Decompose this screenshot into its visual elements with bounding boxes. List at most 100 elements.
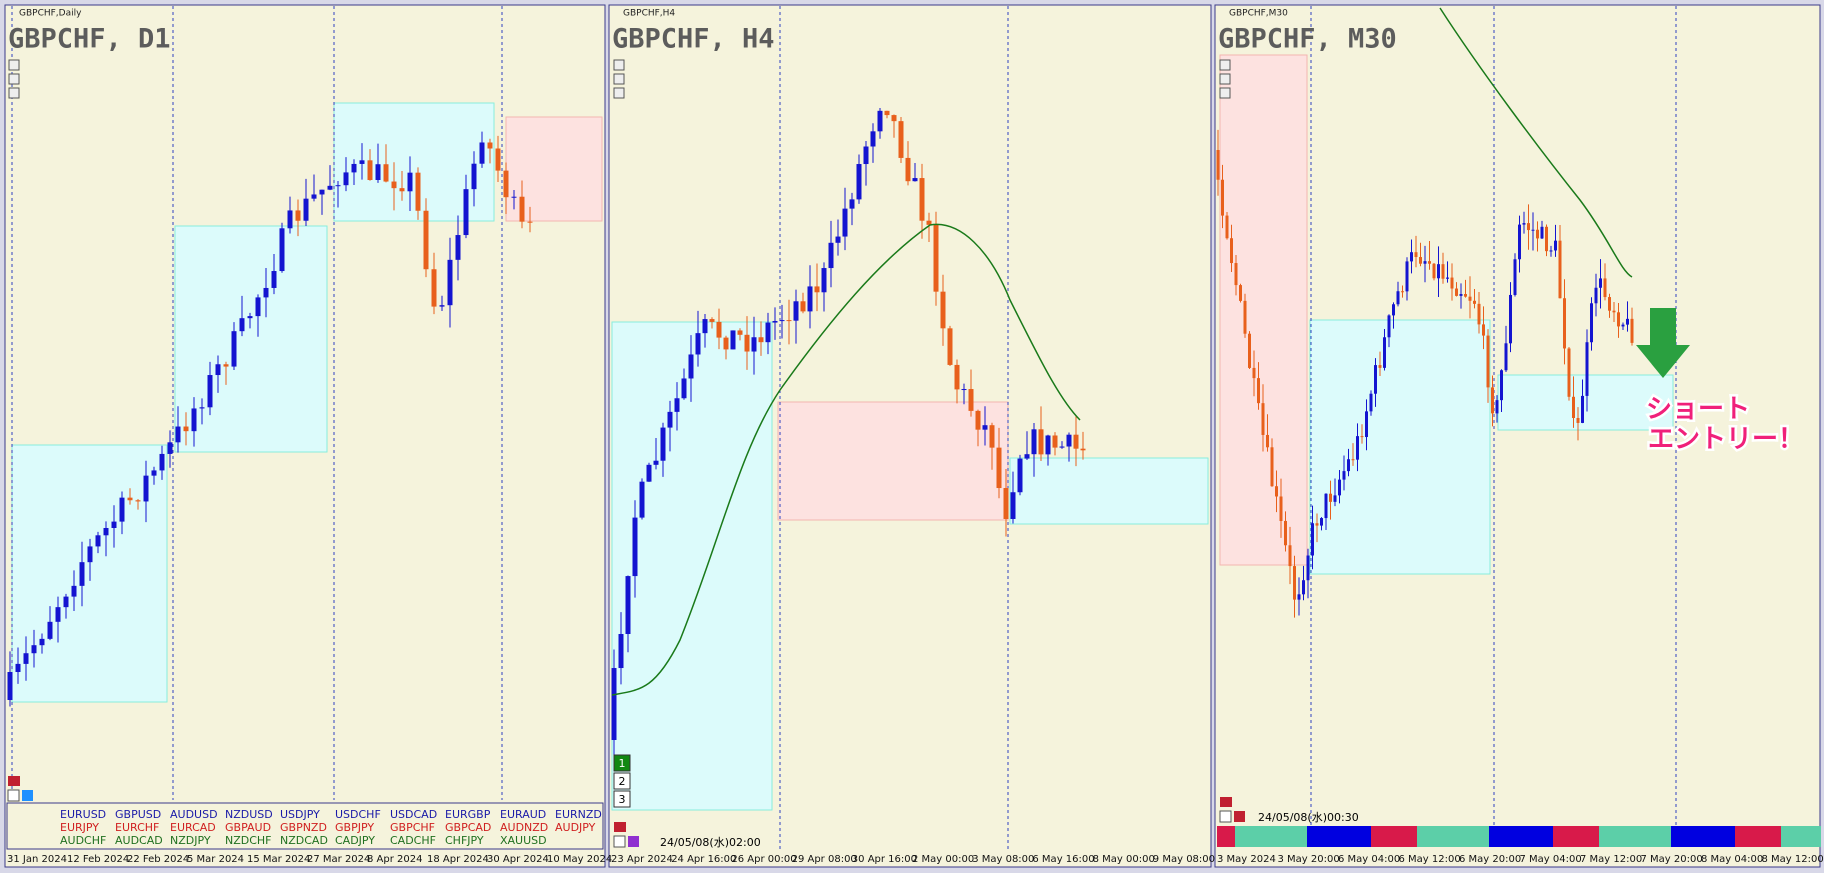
candle-body (1500, 370, 1503, 401)
symbol[interactable]: AUDNZD (500, 821, 548, 834)
candle-body (487, 142, 493, 149)
layer-button[interactable] (613, 772, 631, 790)
candle-body (919, 178, 925, 221)
symbol[interactable]: GBPCAD (445, 821, 491, 834)
symbol[interactable]: USDCAD (390, 808, 437, 821)
toggle-button[interactable] (22, 790, 33, 801)
symbol[interactable]: XAUUSD (500, 834, 547, 847)
symbol[interactable]: GBPJPY (335, 821, 374, 834)
symbol[interactable]: CADJPY (335, 834, 375, 847)
layer-button-label[interactable]: 3 (619, 793, 626, 806)
candle-body (7, 672, 13, 700)
symbol[interactable]: GBPNZD (280, 821, 327, 834)
scroll-button[interactable] (613, 87, 625, 99)
candle-body (311, 194, 317, 199)
close-button[interactable] (1234, 811, 1245, 822)
scroll-button[interactable] (613, 59, 625, 71)
candle-body (1342, 471, 1346, 480)
candle-body (159, 453, 165, 471)
close-button[interactable] (613, 835, 626, 848)
time-label: 8 May 04:00 (1701, 854, 1763, 865)
candle-body (1446, 277, 1449, 279)
scroll-button[interactable] (1219, 87, 1231, 99)
layer-button-label[interactable]: 2 (619, 775, 626, 788)
symbol[interactable]: AUDUSD (170, 808, 218, 821)
toggle-button[interactable] (628, 836, 639, 847)
candle-body (399, 188, 405, 192)
candle-body (1284, 520, 1287, 546)
candle-body (1333, 495, 1337, 502)
scroll-button[interactable] (8, 87, 20, 99)
symbol[interactable]: AUDCHF (60, 834, 106, 847)
down-arrow (1636, 308, 1690, 378)
time-label: 18 Apr 2024 (427, 854, 489, 865)
symbol[interactable]: NZDCHF (225, 834, 272, 847)
candle-body (1338, 479, 1341, 496)
candle-body (1052, 435, 1058, 448)
candle-body (1594, 287, 1598, 304)
symbol[interactable]: GBPCHF (390, 821, 435, 834)
symbol[interactable]: GBPUSD (115, 808, 161, 821)
candle-body (1252, 367, 1256, 379)
close-button[interactable] (7, 789, 20, 802)
symbol[interactable]: NZDJPY (170, 834, 211, 847)
candle-body (758, 337, 764, 343)
symbol[interactable]: AUDJPY (555, 821, 596, 834)
timestamp: 24/05/08(水)02:00 (660, 836, 761, 849)
zone (1009, 457, 1209, 525)
panel-title: GBPCHF, D1 (8, 24, 171, 55)
candle-body (255, 297, 261, 317)
close-button[interactable] (8, 776, 20, 786)
symbol-table (6, 802, 604, 850)
panel-header: GBPCHF,M30 (1229, 9, 1288, 19)
candle-body (1038, 429, 1044, 455)
session-segment (1371, 826, 1417, 847)
candle-body (79, 562, 85, 586)
symbol[interactable]: EURJPY (60, 821, 99, 834)
layer-button[interactable] (613, 790, 631, 808)
layer-button[interactable] (613, 754, 631, 772)
close-button[interactable] (1219, 810, 1232, 823)
candle-body (1059, 446, 1065, 448)
candle-body (343, 172, 349, 186)
symbol[interactable]: EURCAD (170, 821, 216, 834)
scroll-button[interactable] (613, 73, 625, 85)
symbol[interactable]: NZDCAD (280, 834, 328, 847)
symbol[interactable]: USDCHF (335, 808, 381, 821)
candle-body (779, 320, 785, 322)
symbol[interactable]: USDJPY (280, 808, 320, 821)
symbol[interactable]: EURAUD (500, 808, 546, 821)
symbol[interactable]: CADCHF (390, 834, 436, 847)
session-segment (1417, 826, 1489, 847)
scroll-button[interactable] (1219, 73, 1231, 85)
candle-body (1306, 555, 1310, 581)
candle-body (471, 163, 477, 190)
candle-body (926, 220, 932, 225)
candle-body (1347, 459, 1350, 472)
symbol[interactable]: EURCHF (115, 821, 159, 834)
symbol[interactable]: EURGBP (445, 808, 491, 821)
candle-body (223, 364, 229, 367)
session-segment (1235, 826, 1307, 847)
symbol[interactable]: AUDCAD (115, 834, 163, 847)
candle-body (1293, 566, 1296, 600)
candle-body (989, 425, 995, 448)
close-button[interactable] (614, 822, 626, 832)
candle-body (1410, 252, 1413, 262)
candle-body (905, 157, 911, 182)
symbol[interactable]: CHFJPY (445, 834, 484, 847)
layer-button-label[interactable]: 1 (619, 757, 626, 770)
candle-body (1617, 312, 1620, 327)
close-button[interactable] (1220, 797, 1232, 807)
symbol[interactable]: EURNZD (555, 808, 602, 821)
symbol[interactable]: NZDUSD (225, 808, 273, 821)
candle-body (730, 330, 736, 350)
candle-body (961, 389, 967, 391)
symbol[interactable]: EURUSD (60, 808, 106, 821)
candle-body (1248, 333, 1251, 368)
scroll-button[interactable] (8, 73, 20, 85)
candle-body (716, 321, 722, 338)
scroll-button[interactable] (8, 59, 20, 71)
symbol[interactable]: GBPAUD (225, 821, 271, 834)
scroll-button[interactable] (1219, 59, 1231, 71)
